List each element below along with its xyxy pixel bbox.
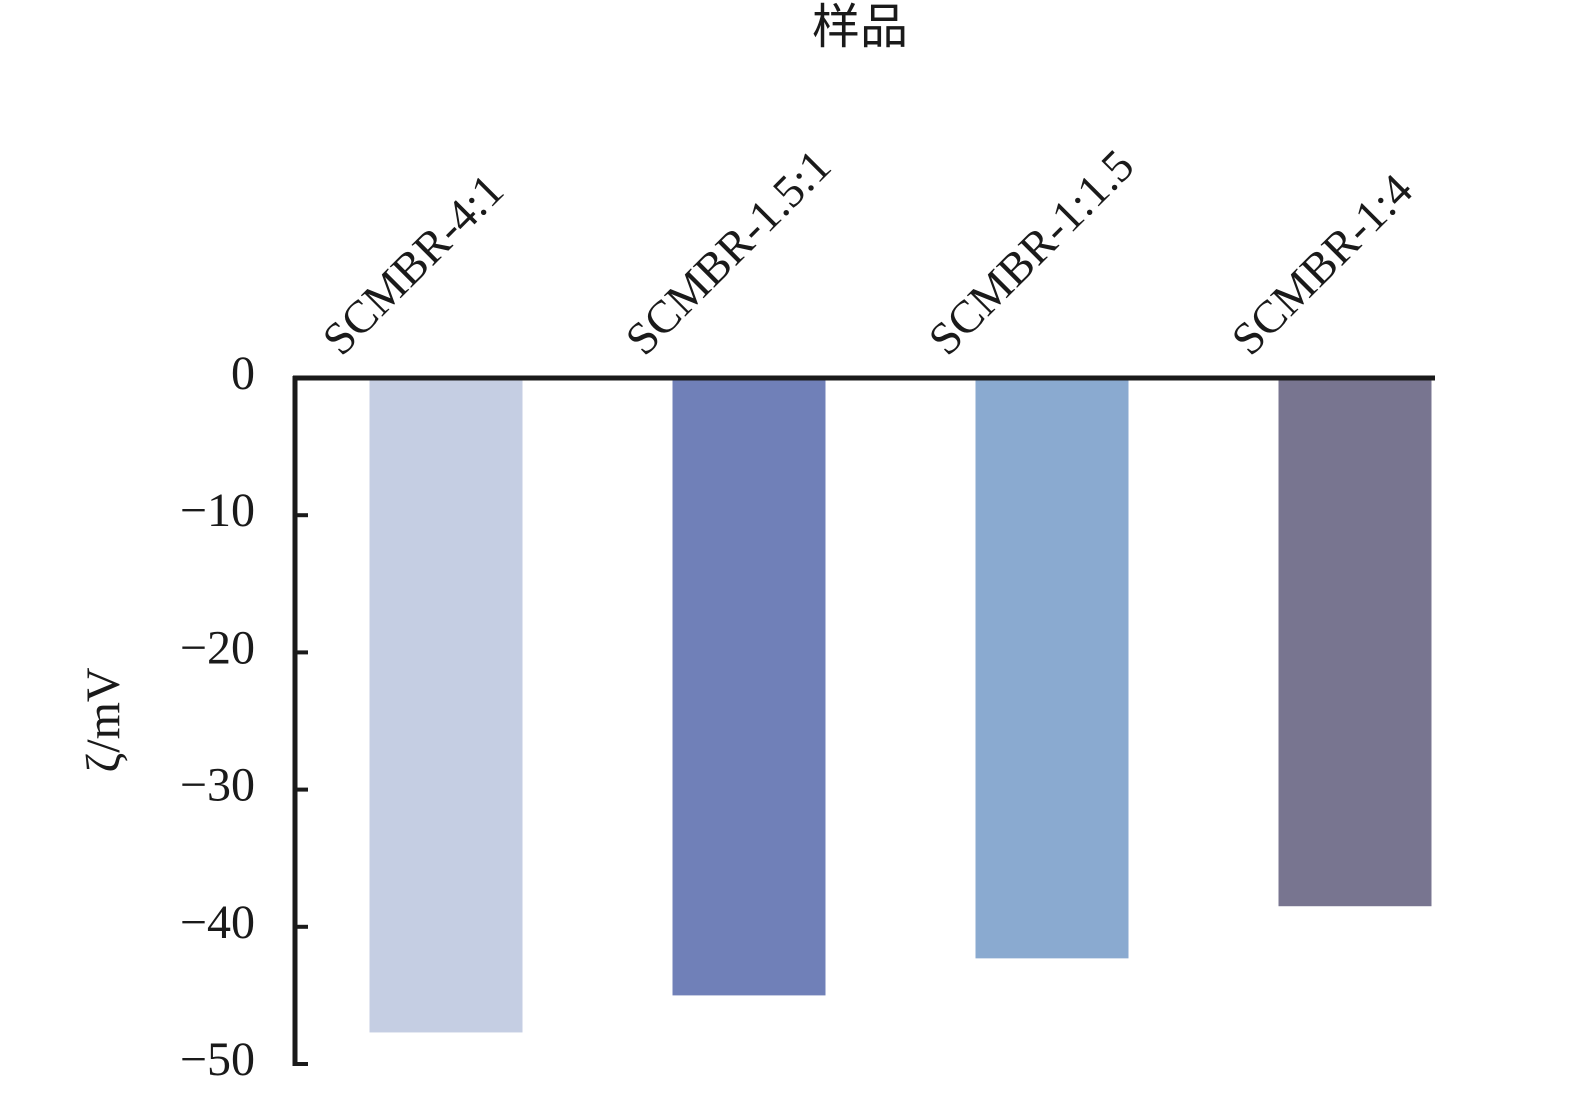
bar <box>1278 378 1432 907</box>
x-tick-label: SCMBR-1:1.5 <box>918 140 1143 365</box>
y-tick-label: −30 <box>180 759 255 812</box>
y-tick-label: 0 <box>231 347 255 400</box>
x-tick-label: SCMBR-1.5:1 <box>615 140 840 365</box>
chart-title: 样品 <box>812 1 908 54</box>
bar <box>975 378 1129 959</box>
y-tick-label: −20 <box>180 621 255 674</box>
y-tick-label: −40 <box>180 896 255 949</box>
x-tick-label: SCMBR-1:4 <box>1221 164 1422 365</box>
bar <box>369 378 523 1033</box>
y-tick-label: −50 <box>180 1033 255 1086</box>
x-tick-label: SCMBR-4:1 <box>312 164 513 365</box>
y-axis-label: ζ/mV <box>77 667 130 773</box>
y-tick-label: −10 <box>180 484 255 537</box>
bar <box>672 378 826 996</box>
